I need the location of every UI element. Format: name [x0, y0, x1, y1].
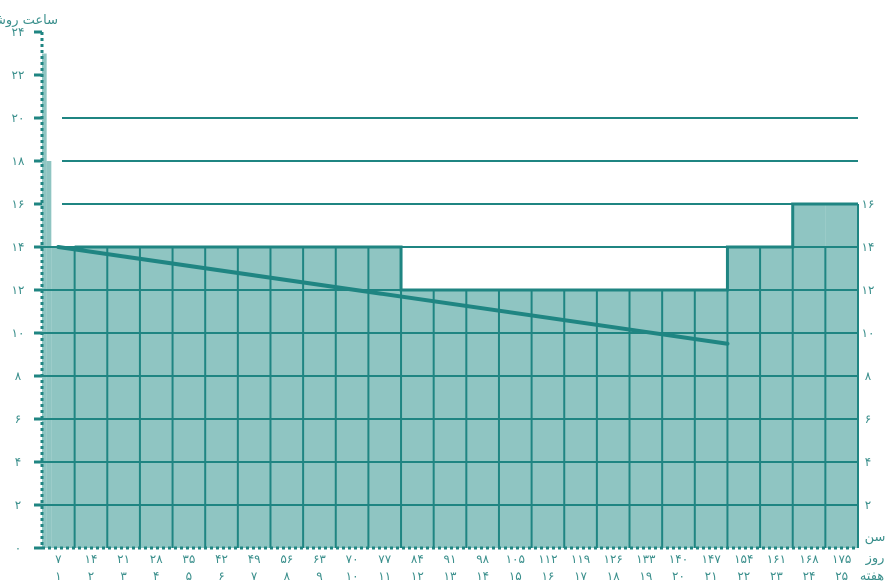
y-tick-label: ۲۲ — [12, 68, 25, 82]
y-tick-label: ۱۶ — [12, 197, 25, 211]
y-tick-label: ۱۸ — [12, 154, 25, 168]
week-tick-label: ۴ — [153, 569, 159, 583]
y-tick-label: ۱۴ — [12, 240, 25, 254]
y-tick-label: ۰ — [15, 541, 21, 555]
y-tick-label: ۲۴ — [12, 25, 25, 39]
week-bar — [74, 247, 108, 548]
week-tick-label: ۱ — [55, 569, 61, 583]
week-tick-label: ۲۱ — [705, 569, 718, 583]
week-tick-label: ۱۱ — [378, 569, 391, 583]
age-row-label: سن — [865, 530, 886, 545]
week-tick-label: ۲۰ — [672, 569, 685, 583]
y-tick-label: ۶ — [15, 412, 21, 426]
week-tick-label: ۱۹ — [639, 569, 652, 583]
day-tick-label: ۱۲۶ — [604, 552, 623, 566]
day-tick-label: ۱۱۲ — [538, 552, 557, 566]
trend-line — [56, 245, 730, 346]
y-tick-label-right: ۸ — [865, 369, 872, 383]
week-tick-label: ۱۸ — [607, 569, 620, 583]
y-tick-label-right: ۲ — [865, 498, 871, 512]
y-axis-title: ساعت روشنایی — [0, 13, 58, 28]
day-tick-label: ۲۸ — [150, 552, 163, 566]
y-tick-label: ۱۲ — [12, 283, 25, 297]
first-week-bar — [46, 161, 52, 548]
day-tick-label: ۱۴۷ — [701, 552, 721, 566]
day-tick-label: ۹۱ — [444, 552, 457, 566]
week-bar — [172, 247, 206, 548]
week-tick-label: ۹ — [316, 569, 322, 583]
day-tick-label: ۱۳۳ — [636, 552, 656, 566]
week-tick-label: ۶ — [218, 569, 224, 583]
week-tick-label: ۱۷ — [574, 569, 587, 583]
week-tick-label: ۱۴ — [476, 569, 489, 583]
y-tick-label-right: ۴ — [865, 455, 871, 469]
day-tick-label: ۵۶ — [280, 552, 293, 566]
week-bar — [270, 247, 304, 548]
y-tick-label-right: ۱۴ — [862, 240, 875, 254]
y-tick-label: ۲۰ — [12, 111, 25, 125]
day-tick-label: ۱۵۴ — [734, 552, 753, 566]
day-tick-label: ۲۱ — [117, 552, 130, 566]
week-bar — [727, 247, 761, 548]
y-tick-label-right: ۱۶ — [862, 197, 875, 211]
grid-lines — [34, 30, 859, 550]
y-tick-label: ۸ — [15, 369, 22, 383]
day-tick-label: ۳۵ — [182, 552, 195, 566]
day-tick-label: ۱۷۵ — [832, 552, 851, 566]
day-tick-label: ۸۴ — [411, 552, 424, 566]
week-bar — [139, 247, 173, 548]
day-tick-label: ۷۷ — [378, 552, 391, 566]
y-tick-label: ۴ — [15, 455, 21, 469]
y-tick-label-right: ۱۰ — [862, 326, 875, 340]
trend-line-group — [56, 202, 858, 346]
day-tick-label: ۷ — [55, 552, 62, 566]
day-row-label: روز — [865, 551, 885, 566]
day-tick-label: ۷۰ — [346, 552, 359, 566]
week-bar — [237, 247, 271, 548]
week-tick-label: ۷ — [251, 569, 258, 583]
y-tick-label: ۱۰ — [12, 326, 25, 340]
week-tick-label: ۲۳ — [770, 569, 783, 583]
week-tick-label: ۲ — [88, 569, 94, 583]
y-tick-label-right: ۶ — [865, 412, 871, 426]
day-tick-label: ۱۶۸ — [799, 552, 819, 566]
week-bar — [107, 247, 140, 548]
week-tick-label: ۲۴ — [803, 569, 816, 583]
day-tick-label: ۱۶۱ — [767, 552, 786, 566]
week-tick-label: ۱۲ — [411, 569, 424, 583]
week-bar — [760, 247, 793, 548]
week-bar — [335, 247, 369, 548]
step-outline — [74, 202, 858, 292]
lighting-area — [42, 53, 858, 548]
first-week-bar — [51, 247, 75, 548]
week-row-label: هفته — [860, 569, 884, 584]
week-tick-label: ۱۰ — [346, 569, 359, 583]
day-tick-label: ۱۱۹ — [571, 552, 590, 566]
day-tick-label: ۴۹ — [248, 552, 261, 566]
day-tick-label: ۱۴۰ — [669, 552, 688, 566]
week-tick-label: ۲۵ — [835, 569, 848, 583]
week-bar — [205, 247, 238, 548]
week-tick-label: ۱۶ — [541, 569, 554, 583]
day-tick-label: ۴۲ — [215, 552, 228, 566]
week-tick-label: ۱۳ — [444, 569, 457, 583]
week-tick-label: ۳ — [120, 569, 127, 583]
day-tick-label: ۹۸ — [476, 552, 489, 566]
y-tick-label: ۲ — [15, 498, 21, 512]
day-tick-label: ۶۳ — [313, 552, 326, 566]
week-tick-label: ۵ — [186, 569, 192, 583]
week-tick-label: ۲۲ — [737, 569, 750, 583]
first-week-bar — [42, 53, 47, 548]
week-tick-label: ۸ — [284, 569, 291, 583]
week-tick-label: ۱۵ — [509, 569, 522, 583]
day-tick-label: ۱۰۵ — [506, 552, 525, 566]
week-bar — [303, 247, 336, 548]
day-tick-label: ۱۴ — [85, 552, 98, 566]
y-tick-label-right: ۱۲ — [862, 283, 875, 297]
